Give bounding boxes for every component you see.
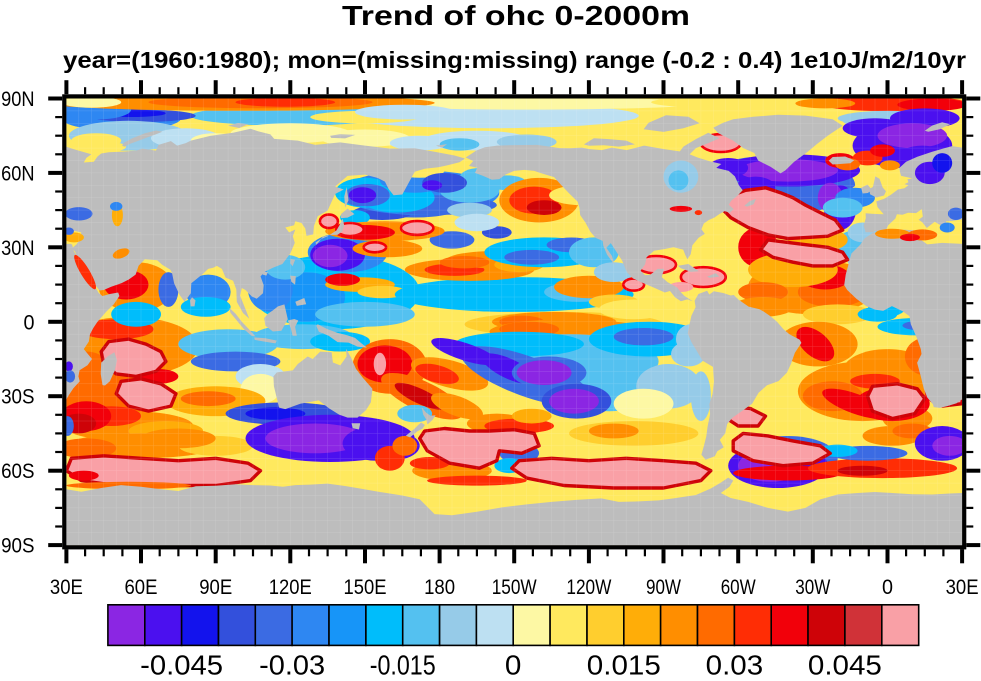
svg-text:0: 0 xyxy=(24,311,35,334)
svg-text:30E: 30E xyxy=(946,576,979,599)
svg-text:60S: 60S xyxy=(1,460,34,483)
svg-text:120E: 120E xyxy=(269,576,312,599)
svg-text:Trend of ohc 0-2000m: Trend of ohc 0-2000m xyxy=(342,0,690,31)
svg-text:-0.03: -0.03 xyxy=(259,650,325,681)
svg-text:-0.045: -0.045 xyxy=(140,650,223,681)
svg-text:0.03: 0.03 xyxy=(706,650,764,681)
svg-text:-0.015: -0.015 xyxy=(370,650,436,681)
svg-text:180: 180 xyxy=(424,576,455,599)
svg-text:150W: 150W xyxy=(492,576,537,599)
svg-text:90W: 90W xyxy=(646,576,681,599)
svg-text:30S: 30S xyxy=(1,386,34,409)
svg-text:60W: 60W xyxy=(721,576,756,599)
svg-text:90E: 90E xyxy=(199,576,232,599)
svg-text:90N: 90N xyxy=(1,88,34,111)
svg-text:0.045: 0.045 xyxy=(808,650,882,681)
svg-text:0: 0 xyxy=(882,576,893,599)
svg-text:60E: 60E xyxy=(125,576,158,599)
svg-text:year=(1960:1980); mon=(missing: year=(1960:1980); mon=(missing:missing) … xyxy=(63,47,966,73)
svg-text:0: 0 xyxy=(505,650,522,681)
svg-text:30N: 30N xyxy=(1,237,34,260)
svg-text:30E: 30E xyxy=(50,576,83,599)
svg-text:60N: 60N xyxy=(1,162,34,185)
svg-text:90S: 90S xyxy=(1,535,34,558)
svg-text:0.015: 0.015 xyxy=(587,650,661,681)
svg-text:150E: 150E xyxy=(344,576,387,599)
svg-text:120W: 120W xyxy=(566,576,611,599)
svg-text:30W: 30W xyxy=(795,576,830,599)
